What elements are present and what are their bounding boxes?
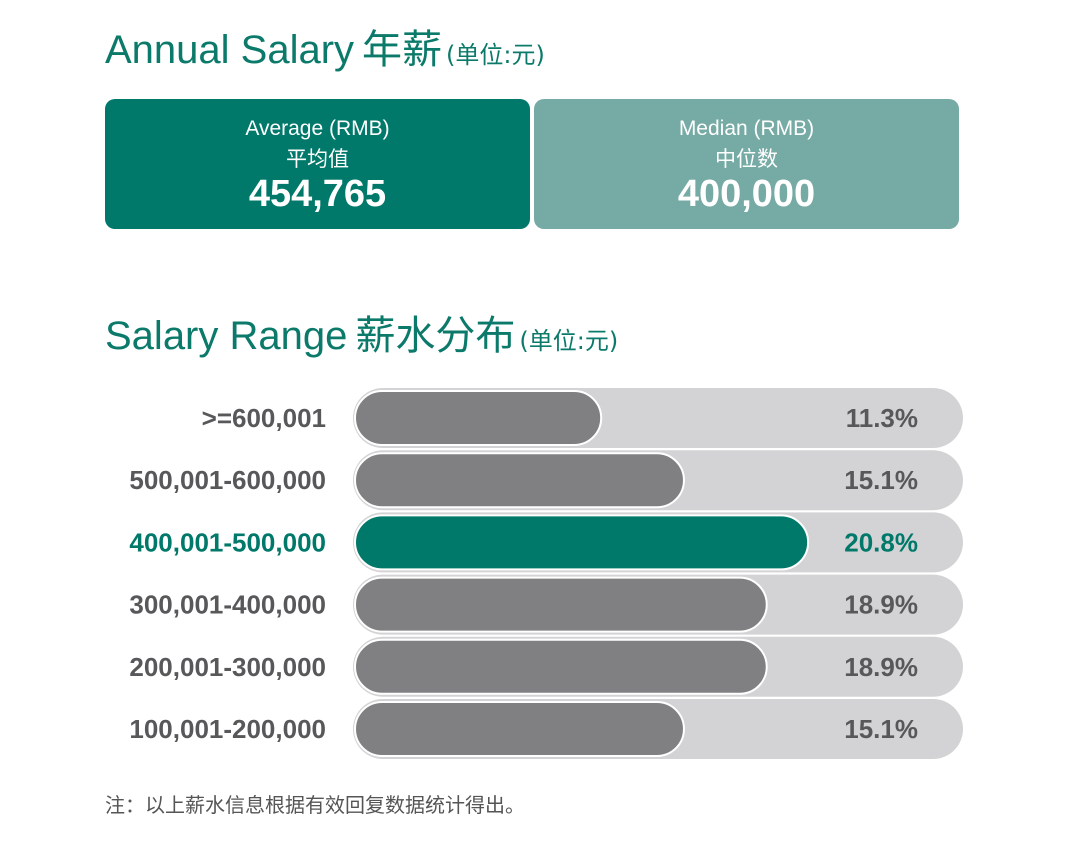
bar-category-label: 200,001-300,000	[129, 652, 326, 682]
salary-range-title-cn: 薪水分布	[355, 313, 516, 359]
average-label-cn: 平均值	[286, 147, 349, 171]
annual-salary-title: Annual Salary 年薪 (单位:元)	[105, 30, 545, 70]
bar-value-label: 15.1%	[844, 714, 918, 744]
bar-value-label: 11.3%	[846, 403, 918, 433]
bar-category-label: 300,001-400,000	[129, 590, 326, 620]
median-label-cn: 中位数	[715, 147, 778, 171]
median-label-en: Median (RMB)	[678, 117, 815, 140]
bar	[354, 701, 685, 757]
median-value: 400,000	[677, 173, 816, 215]
annual-salary-title-en: Annual Salary	[105, 28, 355, 72]
bar-category-label: >=600,001	[202, 403, 326, 433]
average-salary-card: Average (RMB) 平均值 454,765	[105, 99, 530, 229]
bar-category-label: 500,001-600,000	[129, 465, 326, 495]
bar-value-label: 18.9%	[844, 652, 918, 682]
salary-range-title-en: Salary Range	[105, 314, 348, 358]
footnote: 注：以上薪水信息根据有效回复数据统计得出。	[105, 793, 525, 817]
median-salary-card: Median (RMB) 中位数 400,000	[534, 99, 959, 229]
bar	[354, 576, 768, 633]
bar-value-label: 18.9%	[844, 590, 918, 620]
average-value: 454,765	[248, 173, 387, 215]
salary-range-unit: (单位:元)	[519, 327, 619, 355]
bar-value-label: 15.1%	[844, 465, 918, 495]
bar	[354, 638, 768, 695]
bar	[354, 390, 603, 446]
average-label-en: Average (RMB)	[245, 117, 390, 140]
salary-range-title: Salary Range 薪水分布 (单位:元)	[105, 316, 618, 356]
bar-value-label: 20.8%	[844, 527, 918, 557]
annual-salary-unit: (单位:元)	[446, 41, 545, 69]
bar	[354, 514, 810, 571]
bar	[354, 452, 685, 509]
salary-range-chart: >=600,001 11.3% 500,001-600,000 15.1% 400,00…	[129, 388, 963, 759]
bar-category-label: 400,001-500,000	[129, 527, 326, 557]
bar-category-label: 100,001-200,000	[129, 714, 326, 744]
annual-salary-title-cn: 年薪	[362, 27, 443, 73]
